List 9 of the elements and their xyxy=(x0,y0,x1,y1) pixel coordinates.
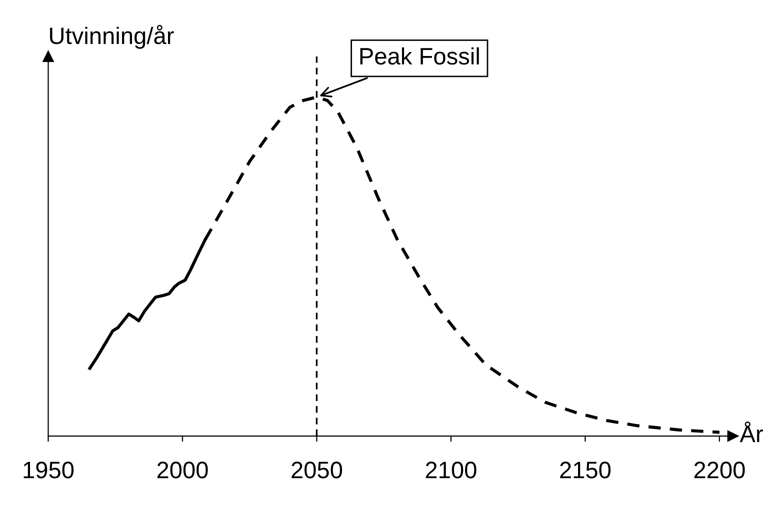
x-axis-title: År xyxy=(740,421,763,442)
annotation: Peak Fossil xyxy=(360,47,479,65)
x-tick-label: 1950 xyxy=(24,462,74,478)
x-tick-label: 2050 xyxy=(292,462,342,478)
x-tick-label: 2100 xyxy=(426,462,476,478)
x-tick-label: 2000 xyxy=(157,462,208,478)
x-tick-label: 2150 xyxy=(560,462,611,478)
y-axis-title: Utvinning/år xyxy=(50,24,174,49)
x-tick-label: 2200 xyxy=(694,462,745,478)
